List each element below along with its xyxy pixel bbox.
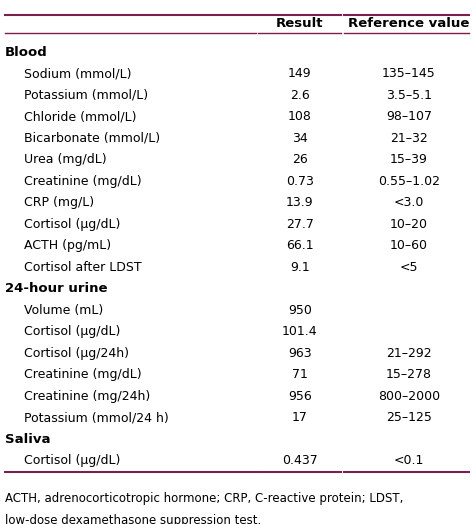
Text: Result: Result <box>276 17 324 30</box>
Text: 10–20: 10–20 <box>390 218 428 231</box>
Text: 25–125: 25–125 <box>386 411 432 424</box>
Text: Chloride (mmol/L): Chloride (mmol/L) <box>24 111 136 123</box>
Text: Urea (mg/dL): Urea (mg/dL) <box>24 154 106 166</box>
Text: low-dose dexamethasone suppression test.: low-dose dexamethasone suppression test. <box>5 515 261 524</box>
Text: 3.5–5.1: 3.5–5.1 <box>386 89 432 102</box>
Text: 98–107: 98–107 <box>386 111 432 123</box>
Text: Blood: Blood <box>5 46 47 59</box>
Text: Volume (mL): Volume (mL) <box>24 304 103 316</box>
Text: 26: 26 <box>292 154 308 166</box>
Text: 9.1: 9.1 <box>290 261 310 274</box>
Text: 950: 950 <box>288 304 312 316</box>
Text: 10–60: 10–60 <box>390 239 428 252</box>
Text: 0.55–1.02: 0.55–1.02 <box>378 175 440 188</box>
Text: ACTH, adrenocorticotropic hormone; CRP, C-reactive protein; LDST,: ACTH, adrenocorticotropic hormone; CRP, … <box>5 493 403 505</box>
Text: Saliva: Saliva <box>5 433 50 445</box>
Text: 15–39: 15–39 <box>390 154 428 166</box>
Text: 149: 149 <box>288 68 311 80</box>
Text: 13.9: 13.9 <box>286 196 314 209</box>
Text: 101.4: 101.4 <box>282 325 318 338</box>
Text: <3.0: <3.0 <box>393 196 424 209</box>
Text: Cortisol (µg/dL): Cortisol (µg/dL) <box>24 218 120 231</box>
Text: 135–145: 135–145 <box>382 68 436 80</box>
Text: Creatinine (mg/dL): Creatinine (mg/dL) <box>24 175 141 188</box>
Text: 66.1: 66.1 <box>286 239 314 252</box>
Text: ACTH (pg/mL): ACTH (pg/mL) <box>24 239 111 252</box>
Text: 34: 34 <box>292 132 308 145</box>
Text: 24-hour urine: 24-hour urine <box>5 282 107 295</box>
Text: 956: 956 <box>288 390 312 402</box>
Text: CRP (mg/L): CRP (mg/L) <box>24 196 94 209</box>
Text: 963: 963 <box>288 347 311 359</box>
Text: 15–278: 15–278 <box>386 368 432 381</box>
Text: <5: <5 <box>400 261 418 274</box>
Text: 17: 17 <box>292 411 308 424</box>
Text: 27.7: 27.7 <box>286 218 314 231</box>
Text: Cortisol (µg/24h): Cortisol (µg/24h) <box>24 347 129 359</box>
Text: 800–2000: 800–2000 <box>378 390 440 402</box>
Text: Potassium (mmol/24 h): Potassium (mmol/24 h) <box>24 411 168 424</box>
Text: Cortisol after LDST: Cortisol after LDST <box>24 261 141 274</box>
Text: Bicarbonate (mmol/L): Bicarbonate (mmol/L) <box>24 132 160 145</box>
Text: Potassium (mmol/L): Potassium (mmol/L) <box>24 89 148 102</box>
Text: Creatinine (mg/dL): Creatinine (mg/dL) <box>24 368 141 381</box>
Text: 21–292: 21–292 <box>386 347 432 359</box>
Text: 21–32: 21–32 <box>390 132 428 145</box>
Text: 0.437: 0.437 <box>282 454 318 467</box>
Text: 0.73: 0.73 <box>286 175 314 188</box>
Text: Cortisol (µg/dL): Cortisol (µg/dL) <box>24 454 120 467</box>
Text: 71: 71 <box>292 368 308 381</box>
Text: Creatinine (mg/24h): Creatinine (mg/24h) <box>24 390 150 402</box>
Text: Sodium (mmol/L): Sodium (mmol/L) <box>24 68 131 80</box>
Text: <0.1: <0.1 <box>393 454 424 467</box>
Text: 108: 108 <box>288 111 312 123</box>
Text: Reference value: Reference value <box>348 17 470 30</box>
Text: Cortisol (µg/dL): Cortisol (µg/dL) <box>24 325 120 338</box>
Text: 2.6: 2.6 <box>290 89 310 102</box>
